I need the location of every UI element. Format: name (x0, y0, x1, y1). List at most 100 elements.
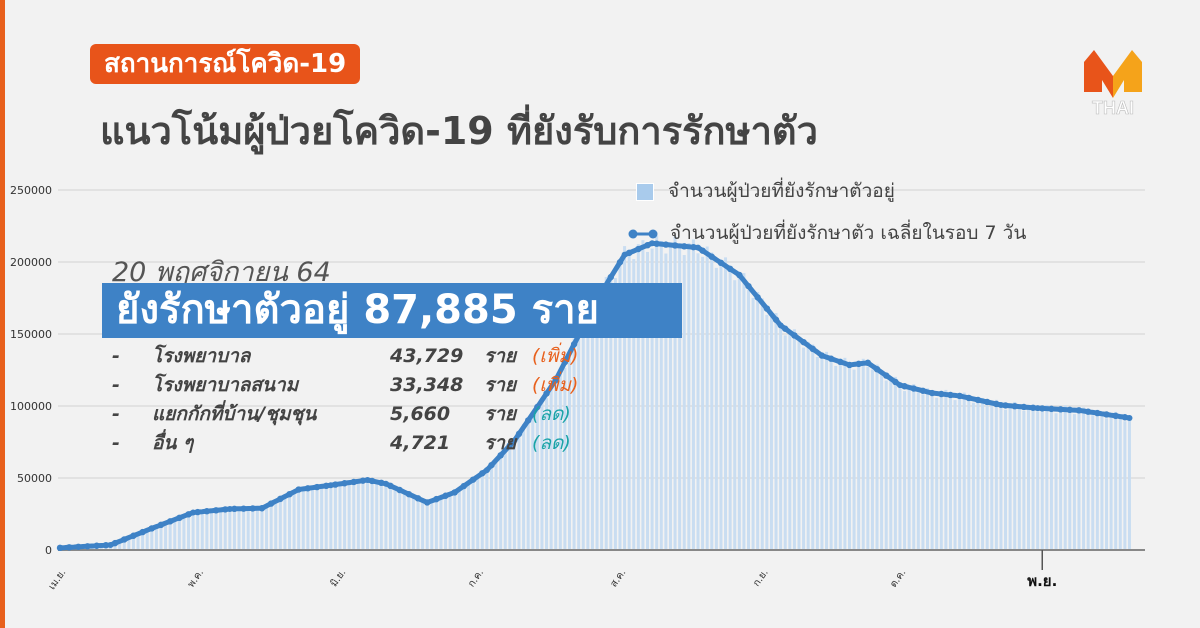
row-change: (เพิ่ม) (532, 345, 579, 367)
row-unit: ราย (484, 403, 517, 425)
average-point (800, 338, 807, 346)
average-point (947, 391, 954, 399)
bar (310, 488, 314, 550)
average-point (277, 495, 284, 503)
bar (705, 246, 709, 550)
data-point (864, 359, 871, 366)
bar (701, 256, 705, 550)
bar (283, 494, 287, 550)
bar (893, 376, 897, 550)
bar (930, 390, 934, 550)
average-point (332, 481, 339, 488)
average-point (1020, 403, 1028, 411)
average-point (286, 491, 293, 498)
bar (554, 375, 558, 550)
row-label: โรงพยาบาลสนาม (152, 374, 299, 396)
y-tick-label: 150000 (10, 328, 52, 341)
average-point (644, 242, 651, 249)
bar (388, 485, 392, 550)
data-point (929, 390, 936, 397)
bar (274, 502, 278, 550)
bar (278, 499, 282, 550)
bar (907, 385, 911, 550)
data-point (483, 467, 490, 474)
average-point (965, 394, 973, 402)
bar (338, 483, 342, 550)
bar (820, 358, 824, 550)
row-value: 4,721 (390, 432, 451, 454)
bar (935, 397, 939, 550)
legend-item-line: จำนวนผู้ป่วยที่ยังรักษาตัว เฉลี่ยในรอบ 7… (628, 218, 1026, 248)
average-point (515, 430, 523, 438)
bar (866, 366, 870, 550)
average-point (892, 378, 899, 386)
data-point (956, 392, 963, 399)
bar (499, 455, 503, 550)
bar (627, 255, 631, 550)
bar (292, 493, 296, 550)
data-point (148, 525, 155, 532)
bar (535, 403, 539, 550)
bar (847, 366, 851, 550)
legend-item-bars: จำนวนผู้ป่วยที่ยังรักษาตัวอยู่ (636, 176, 895, 206)
bar (526, 422, 530, 550)
average-point (368, 477, 376, 485)
bar (673, 236, 677, 550)
bar (1068, 410, 1072, 550)
bar (485, 468, 489, 550)
average-point (607, 273, 614, 281)
x-tick-label: พ.ค. (186, 567, 206, 589)
bar (122, 539, 126, 550)
bar (375, 483, 379, 550)
bar (567, 352, 571, 550)
data-point (695, 244, 702, 251)
data-point (818, 352, 825, 359)
bar (508, 445, 512, 550)
average-point (662, 241, 670, 248)
bar (962, 392, 966, 550)
x-tick-label: ส.ค. (608, 567, 628, 589)
page-title: แนวโน้มผู้ป่วยโควิด-19 ที่ยังรับการรักษา… (100, 109, 818, 153)
bar (880, 370, 884, 550)
average-point (102, 542, 110, 549)
bar (118, 541, 122, 550)
average-point (745, 282, 752, 290)
average-point (653, 240, 660, 247)
average-point (1094, 409, 1101, 417)
bar (797, 341, 801, 550)
bar (609, 275, 613, 550)
average-point (203, 508, 211, 515)
x-tick-label: ก.ค. (466, 567, 486, 589)
average-point (1011, 402, 1018, 410)
bar (1095, 409, 1099, 550)
bar (343, 485, 347, 550)
x-tick-label: เม.ย. (47, 567, 69, 592)
row-change: (ลด) (532, 403, 571, 425)
average-point (974, 396, 982, 404)
bar (1105, 418, 1109, 550)
average-point (405, 490, 413, 498)
data-point (258, 505, 265, 512)
average-point (84, 543, 91, 550)
average-point (983, 398, 991, 406)
bar (370, 479, 374, 550)
bar (1086, 414, 1090, 550)
average-point (1121, 414, 1129, 421)
average-point (222, 506, 229, 513)
breakdown-list: - โรงพยาบาล 43,729 ราย (เพิ่ม) - โรงพยาบ… (112, 342, 632, 458)
bar (802, 347, 806, 550)
average-point (993, 400, 1000, 408)
bar (173, 520, 177, 550)
bar (462, 487, 466, 550)
bar (255, 509, 259, 550)
average-point (414, 495, 422, 502)
bar (636, 244, 640, 551)
bar (747, 290, 750, 550)
bar (251, 507, 255, 550)
bar (714, 267, 718, 550)
bar (994, 399, 998, 550)
average-point (901, 383, 908, 390)
bar (953, 400, 957, 550)
bar (783, 335, 787, 550)
data-point (1126, 414, 1133, 421)
